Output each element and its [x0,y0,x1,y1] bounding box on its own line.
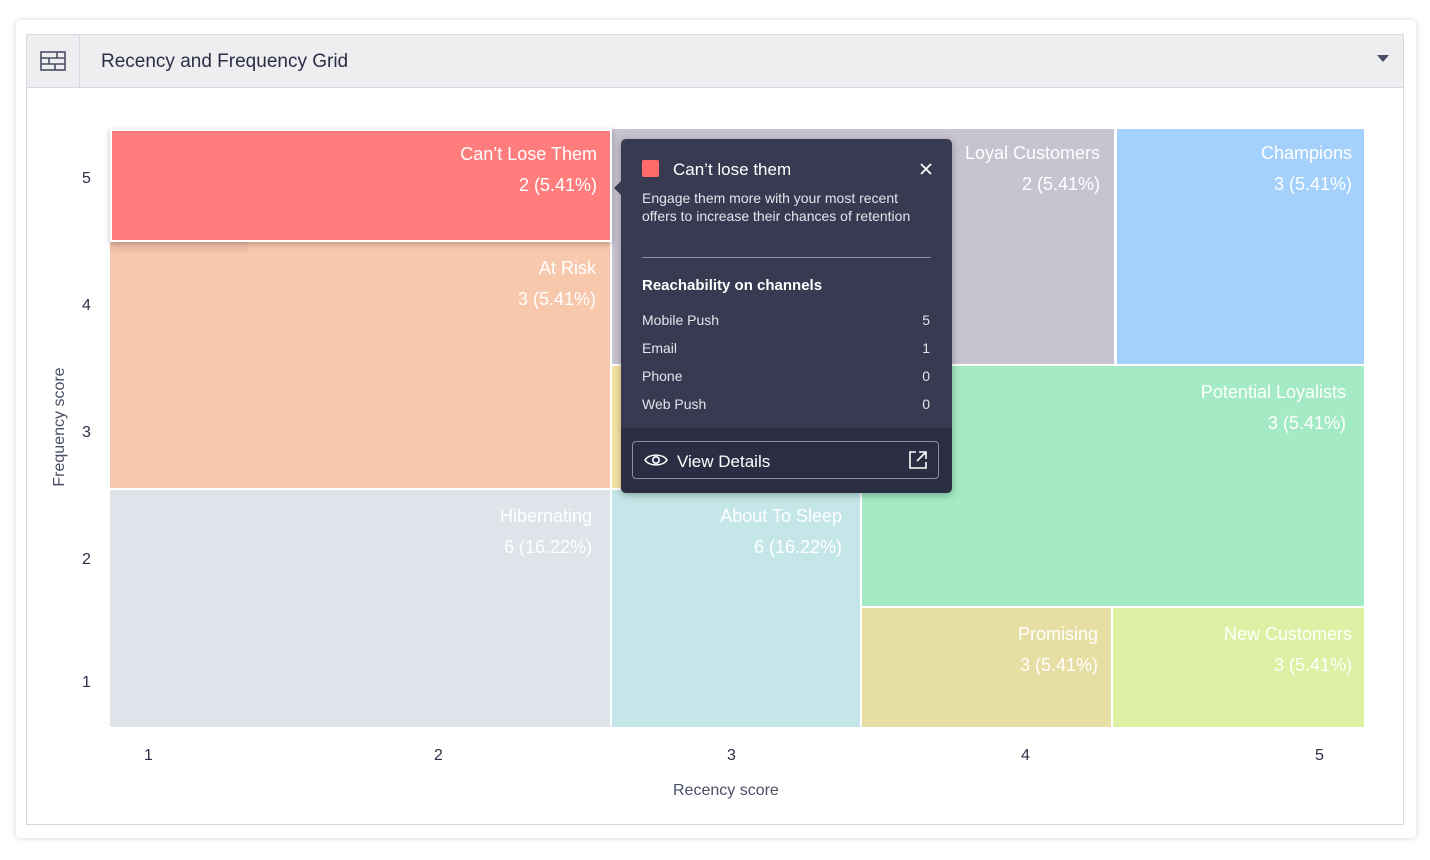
close-icon[interactable] [918,161,934,177]
segment-value: 3 (5.41%) [1273,655,1352,675]
tooltip-arrow [614,181,621,195]
segment-promising[interactable]: Promising 3 (5.41%) [862,608,1111,727]
external-link-icon [908,450,928,475]
y-tick: 4 [82,297,91,314]
x-tick: 3 [727,747,736,764]
caret-down-icon[interactable] [1377,55,1389,62]
segment-value: 3 (5.41%) [1273,174,1352,194]
segment-name: Promising [1017,624,1098,644]
segment-champions[interactable]: Champions 3 (5.41%) [1117,129,1364,364]
segment-name: Potential Loyalists [1200,382,1346,402]
segment-name: At Risk [538,258,596,278]
reachability-heading: Reachability on channels [642,277,823,294]
y-tick: 5 [82,170,91,187]
segment-hibernating[interactable]: Hibernating 6 (16.22%) [110,490,610,727]
channel-label: Email [642,340,678,356]
view-details-label: View Details [677,452,771,471]
channel-count: 1 [922,340,930,356]
channel-label: Phone [642,368,683,384]
segment-name: New Customers [1223,624,1352,644]
segment-value: 2 (5.41%) [1021,174,1100,194]
y-tick: 1 [82,674,91,691]
x-tick: 5 [1315,747,1324,764]
x-tick: 1 [144,747,153,764]
segment-about-to-sleep[interactable]: About To Sleep 6 (16.22%) [612,490,860,727]
channel-count: 5 [922,312,930,328]
divider [642,257,931,258]
eye-icon [644,452,668,473]
y-tick: 2 [82,551,91,568]
segment-name: About To Sleep [720,506,842,526]
segment-name: Champions [1260,143,1352,163]
segment-value: 2 (5.41%) [518,175,597,195]
segment-value: 6 (16.22%) [753,537,842,557]
channel-count: 0 [922,396,930,412]
segment-at-risk[interactable]: At Risk 3 (5.41%) [110,242,610,488]
segment-color-swatch [642,160,659,177]
segment-value: 6 (16.22%) [503,537,592,557]
segment-name: Hibernating [499,506,592,526]
highlight-shadow [110,242,248,252]
channel-label: Mobile Push [642,312,720,328]
tooltip-description: Engage them more with your most recent o… [642,190,911,224]
panel-title: Recency and Frequency Grid [101,51,349,72]
segment-cant-lose-them[interactable]: Can’t Lose Them 2 (5.41%) [110,129,612,242]
segment-name: Loyal Customers [964,143,1100,163]
segment-name: Can’t Lose Them [460,144,597,164]
segment-new-customers[interactable]: New Customers 3 (5.41%) [1113,608,1364,727]
x-tick: 2 [434,747,443,764]
grid-layout-icon[interactable] [27,35,80,87]
tooltip-footer: View Details [621,428,952,493]
segment-tooltip: Can’t lose them Engage them more with yo… [614,139,952,493]
panel-header: Recency and Frequency Grid [27,35,1403,88]
y-axis-title: Frequency score [51,367,68,487]
view-details-button[interactable]: View Details [632,441,939,479]
segment-value: 3 (5.41%) [1019,655,1098,675]
x-axis-title: Recency score [673,782,779,799]
channel-label: Web Push [642,396,707,412]
x-tick: 4 [1021,747,1030,764]
channel-count: 0 [922,368,930,384]
segment-value: 3 (5.41%) [1267,413,1346,433]
y-tick: 3 [82,424,91,441]
segment-value: 3 (5.41%) [517,289,596,309]
tooltip-title: Can’t lose them [673,160,792,179]
